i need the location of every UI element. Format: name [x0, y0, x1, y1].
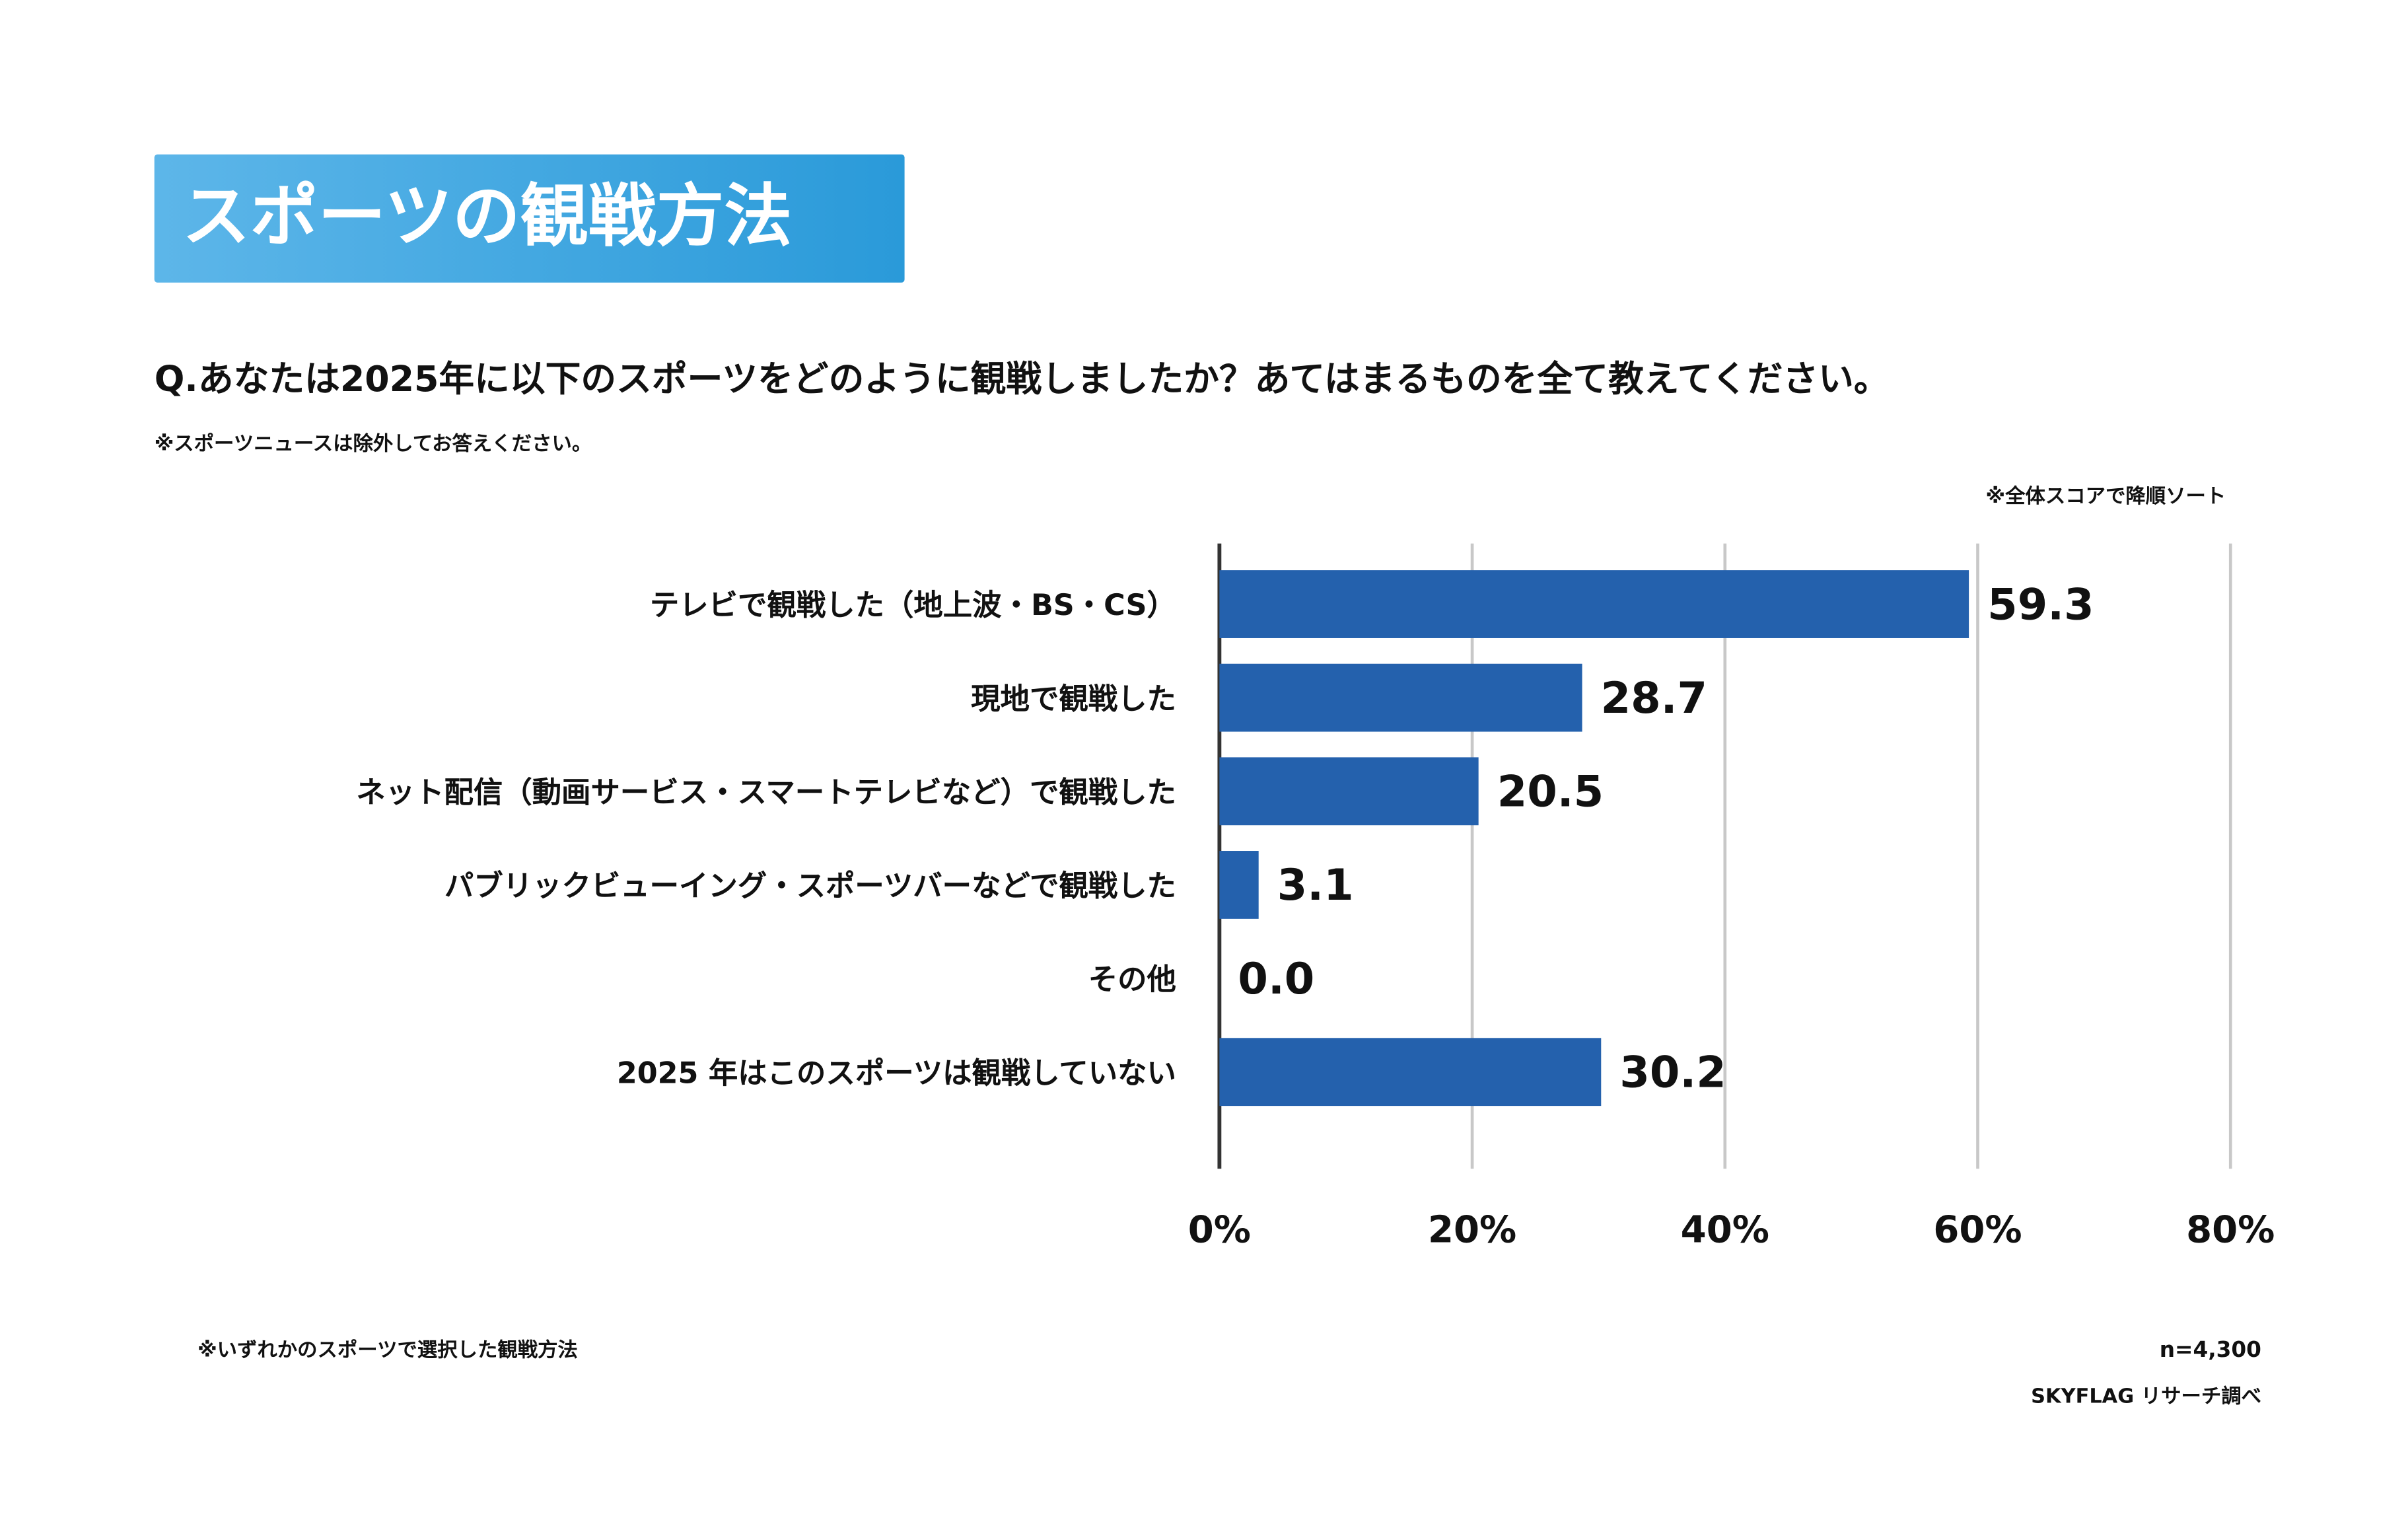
bar — [1219, 570, 1969, 638]
x-tick-label: 0% — [1188, 1209, 1251, 1252]
sample-size: n=4,300 — [2160, 1337, 2261, 1362]
y-tick-label: パブリックビューイング・スポーツバーなどで観戦した — [444, 869, 1176, 903]
y-tick-label: ネット配信（動画サービス・スマートテレビなど）で観戦した — [356, 776, 1176, 809]
footnote: ※いずれかのスポーツで選択した観戦方法 — [197, 1338, 578, 1362]
value-label: 28.7 — [1601, 673, 1707, 723]
bar — [1219, 851, 1259, 919]
bar — [1219, 757, 1479, 826]
y-tick-label: その他 — [1088, 963, 1176, 997]
question: Q.あなたは2025年に以下のスポーツをどのように観戦しましたか？あてはまるもの… — [155, 358, 1890, 400]
x-tick-label: 40% — [1681, 1209, 1769, 1252]
x-tick-label: 60% — [1933, 1209, 2022, 1252]
y-tick-label: テレビで観戦した（地上波・BS・CS） — [650, 589, 1176, 622]
title-box — [154, 154, 905, 283]
chart-title: スポーツの観戦方法 — [182, 178, 792, 256]
value-label: 59.3 — [1987, 579, 2094, 630]
y-tick-label: 現地で観戦した — [971, 682, 1176, 716]
source: SKYFLAG リサーチ調べ — [2031, 1385, 2261, 1408]
value-label: 0.0 — [1238, 954, 1314, 1004]
x-tick-label: 20% — [1428, 1209, 1516, 1252]
y-tick-label: 2025 年はこのスポーツは観戦していない — [617, 1056, 1176, 1090]
note: ※スポーツニュースは除外してお答えください。 — [155, 432, 592, 456]
value-label: 30.2 — [1619, 1047, 1726, 1097]
bar — [1219, 663, 1582, 732]
sort-note: ※全体スコアで降順ソート — [1986, 484, 2226, 508]
value-label: 3.1 — [1277, 860, 1354, 910]
bar — [1219, 1038, 1602, 1106]
value-label: 20.5 — [1497, 767, 1604, 817]
x-tick-label: 80% — [2186, 1209, 2275, 1252]
